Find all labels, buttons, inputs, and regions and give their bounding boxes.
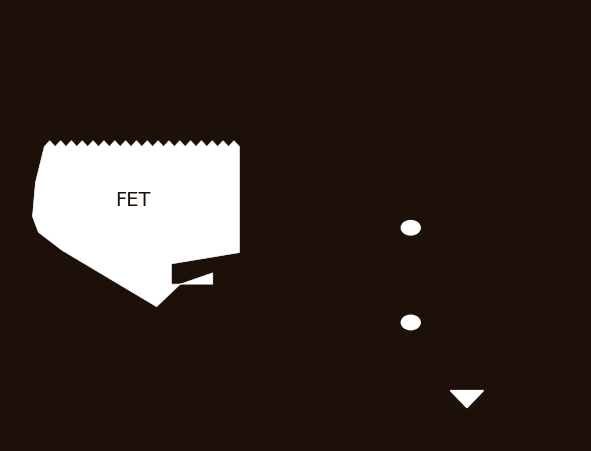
Circle shape <box>401 315 420 330</box>
Text: FET: FET <box>115 191 151 210</box>
Circle shape <box>401 221 420 235</box>
Polygon shape <box>450 391 483 408</box>
Polygon shape <box>33 141 239 307</box>
